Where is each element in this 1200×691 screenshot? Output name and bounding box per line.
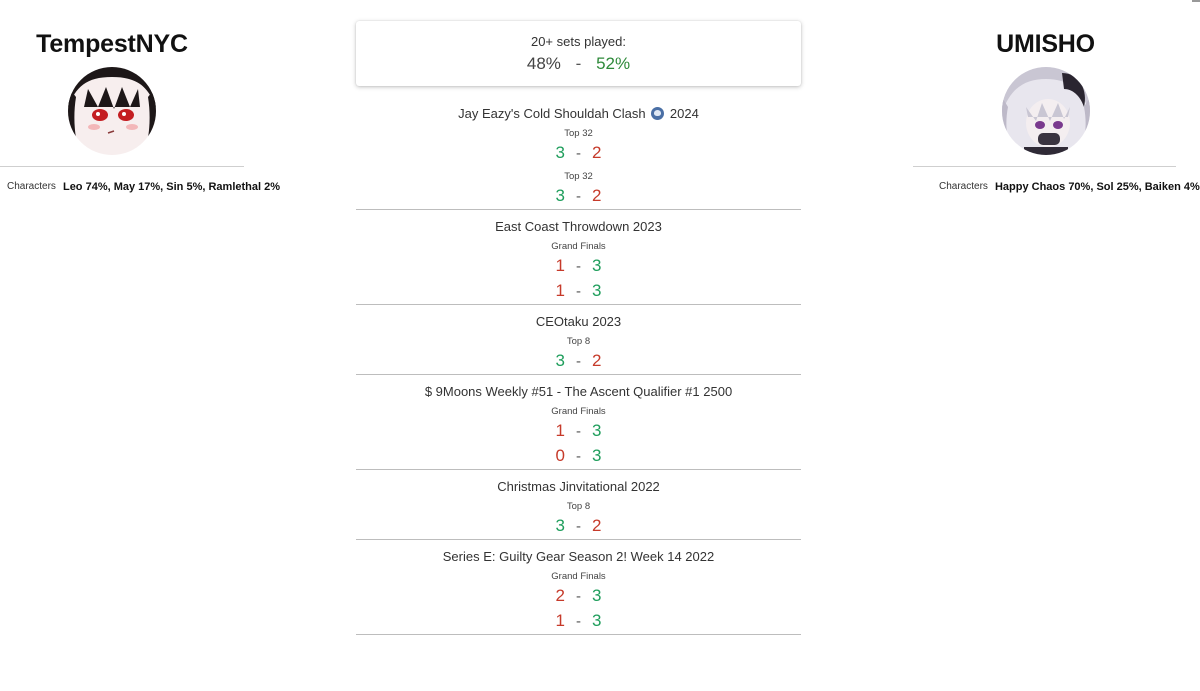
right-score: 2 [592,143,602,162]
skull-emoji-icon [651,107,665,120]
head-to-head-column: 20+ sets played: 48% - 52% Jay Eazy's Co… [356,21,801,644]
right-win-percentage: 52% [596,54,631,73]
set-score[interactable]: 3-2 [356,143,801,164]
round-label: Grand Finals [551,406,606,417]
score-separator: - [576,448,581,465]
tournament-item: $ 9Moons Weekly #51 - The Ascent Qualifi… [356,384,801,470]
tournament-item: CEOtaku 2023 Top 8 3-2 [356,314,801,375]
summary-label: 20+ sets played: [530,34,627,49]
left-score: 1 [555,421,565,440]
anime-girl-avatar-icon [68,67,156,155]
left-score: 1 [555,281,565,300]
round-label: Top 8 [566,501,591,512]
characters-value: Leo 74%, May 17%, Sin 5%, Ramlethal 2% [62,181,280,193]
right-player-avatar[interactable] [1002,67,1090,155]
round-label: Grand Finals [551,241,606,252]
score-separator: - [576,588,581,605]
left-score: 1 [555,256,565,275]
right-score: 3 [592,611,602,630]
right-score: 3 [592,446,602,465]
right-player-panel: UMISHO Characters Happy Chaos 70%, Sol 2… [913,0,1200,193]
right-score: 2 [592,516,602,535]
tournament-name[interactable]: Series E: Guilty Gear Season 2! Week 14 … [442,549,715,564]
round-label: Grand Finals [551,571,606,582]
right-score: 3 [592,421,602,440]
left-player-avatar[interactable] [68,67,156,155]
set-score[interactable]: 1-3 [356,611,801,632]
summary-score: 48% - 52% [356,54,801,74]
score-separator: - [576,258,581,275]
set-score[interactable]: 0-3 [356,446,801,467]
left-score: 3 [555,516,565,535]
right-score: 3 [592,256,602,275]
score-separator: - [576,188,581,205]
score-separator: - [575,54,582,73]
score-separator: - [576,518,581,535]
left-score: 2 [555,586,565,605]
right-score: 3 [592,586,602,605]
set-score[interactable]: 1-3 [356,281,801,302]
tournament-name-text: Jay Eazy's Cold Shouldah Clash [458,106,646,121]
tournament-name[interactable]: $ 9Moons Weekly #51 - The Ascent Qualifi… [424,384,733,399]
tournament-year: 2024 [669,106,699,121]
round-label: Top 32 [564,128,593,139]
set-score[interactable]: 3-2 [356,516,801,537]
round-label: Top 32 [564,171,593,182]
tournament-name[interactable]: Christmas Jinvitational 2022 [497,479,660,494]
score-separator: - [576,423,581,440]
scrollbar-indicator[interactable] [1192,0,1200,2]
characters-value: Happy Chaos 70%, Sol 25%, Baiken 4% [994,181,1200,193]
right-player-divider [913,166,1176,167]
left-player-name[interactable]: TempestNYC [36,30,188,58]
summary-card: 20+ sets played: 48% - 52% [356,21,801,86]
left-player-panel: TempestNYC Characters Leo 74%, May 17%, … [0,0,280,193]
tournament-name[interactable]: Jay Eazy's Cold Shouldah Clash 2024 [356,106,801,121]
right-player-name[interactable]: UMISHO [996,30,1095,58]
set-score[interactable]: 3-2 [356,351,801,372]
left-win-percentage: 48% [526,54,561,73]
right-score: 3 [592,281,602,300]
characters-label: Characters [7,181,56,192]
set-score[interactable]: 2-3 [356,586,801,607]
score-separator: - [576,353,581,370]
left-player-characters: Characters Leo 74%, May 17%, Sin 5%, Ram… [0,181,280,193]
right-score: 2 [592,351,602,370]
round-label: Top 8 [566,336,591,347]
set-score[interactable]: 1-3 [356,421,801,442]
left-score: 1 [555,611,565,630]
tournament-item: Series E: Guilty Gear Season 2! Week 14 … [356,549,801,635]
score-separator: - [576,613,581,630]
left-score: 0 [555,446,565,465]
tournament-item: East Coast Throwdown 2023 Grand Finals 1… [356,219,801,305]
tournament-item: Christmas Jinvitational 2022 Top 8 3-2 [356,479,801,540]
tournament-list: Jay Eazy's Cold Shouldah Clash 2024 Top … [356,106,801,635]
left-score: 3 [555,143,565,162]
set-score[interactable]: 3-2 [356,186,801,207]
score-separator: - [576,145,581,162]
tournament-item: Jay Eazy's Cold Shouldah Clash 2024 Top … [356,106,801,210]
right-score: 2 [592,186,602,205]
left-player-divider [0,166,244,167]
set-score[interactable]: 1-3 [356,256,801,277]
right-player-characters: Characters Happy Chaos 70%, Sol 25%, Bai… [913,181,1200,193]
tournament-name[interactable]: East Coast Throwdown 2023 [495,219,662,234]
left-score: 3 [555,351,565,370]
characters-label: Characters [939,181,988,192]
tournament-name[interactable]: CEOtaku 2023 [535,314,622,329]
left-score: 3 [555,186,565,205]
anime-girl-avatar-icon [1002,67,1090,155]
score-separator: - [576,283,581,300]
